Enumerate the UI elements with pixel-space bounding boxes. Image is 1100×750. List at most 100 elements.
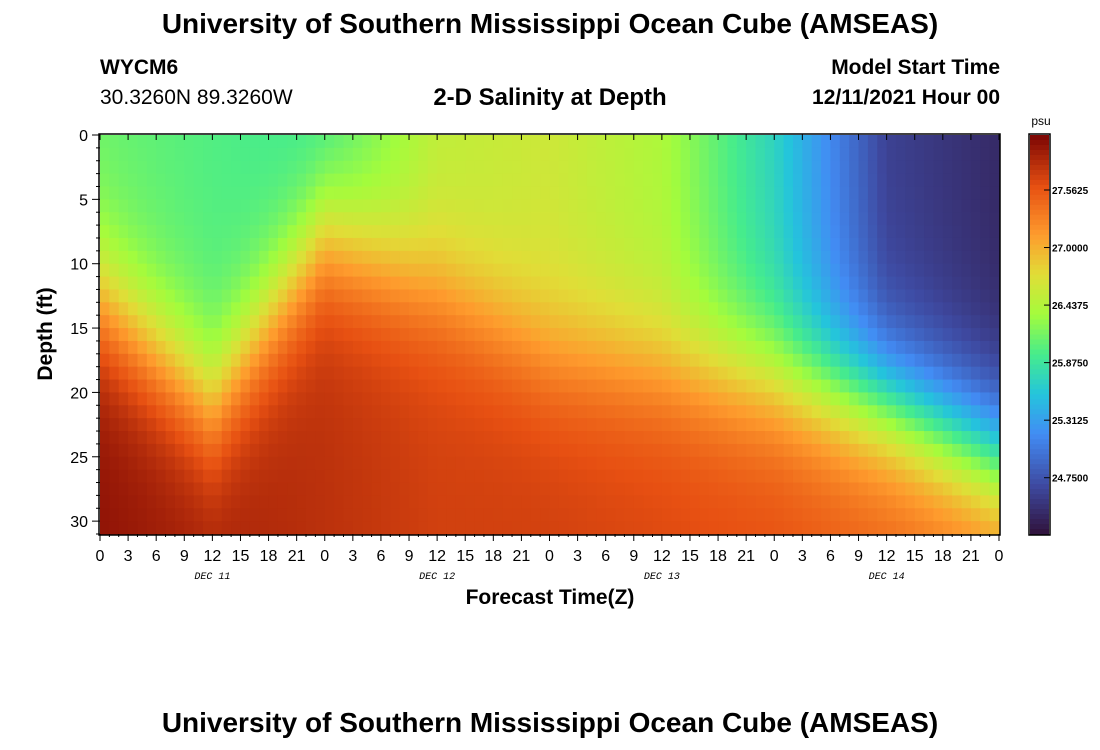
heatmap-cell	[633, 328, 644, 342]
heatmap-cell	[652, 443, 663, 458]
heatmap-cell	[427, 315, 438, 329]
heatmap-cell	[512, 405, 522, 419]
heatmap-cell	[746, 147, 757, 162]
heatmap-cell	[755, 147, 766, 162]
heatmap-cell	[268, 521, 279, 535]
heatmap-cell	[849, 237, 860, 252]
heatmap-cell	[427, 302, 438, 316]
heatmap-cell	[877, 147, 888, 162]
heatmap-cell	[867, 328, 878, 342]
heatmap-cell	[231, 212, 242, 226]
heatmap-cell	[287, 418, 298, 432]
heatmap-cell	[774, 250, 785, 265]
heatmap-cell	[128, 508, 139, 522]
heatmap-cell	[315, 328, 326, 342]
heatmap-cell	[811, 353, 822, 368]
heatmap-cell	[193, 443, 204, 458]
heatmap-cell	[596, 315, 607, 329]
colorbar-segment	[1030, 409, 1049, 415]
heatmap-cell	[174, 508, 185, 522]
heatmap-cell	[652, 250, 663, 265]
heatmap-cell	[708, 160, 719, 175]
heatmap-cell	[558, 418, 569, 432]
heatmap-cell	[680, 160, 691, 175]
heatmap-cell	[296, 443, 307, 458]
heatmap-cell	[980, 353, 991, 368]
colorbar-segment	[1030, 139, 1049, 146]
heatmap-cell	[839, 212, 850, 226]
heatmap-cell	[100, 328, 110, 342]
heatmap-cell	[287, 379, 298, 394]
heatmap-cell	[961, 302, 972, 316]
heatmap-cell	[296, 482, 307, 496]
heatmap-cell	[886, 443, 897, 458]
heatmap-cell	[165, 212, 176, 226]
heatmap-cell	[914, 186, 925, 200]
heatmap-cell	[268, 199, 279, 213]
heatmap-cell	[512, 212, 522, 226]
heatmap-cell	[802, 431, 813, 445]
heatmap-cell	[324, 263, 335, 278]
heatmap-cell	[699, 508, 710, 522]
heatmap-cell	[886, 276, 897, 291]
heatmap-cell	[455, 225, 466, 239]
heatmap-cell	[877, 431, 888, 445]
heatmap-cell	[989, 379, 1000, 394]
heatmap-cell	[577, 237, 588, 252]
heatmap-cell	[540, 186, 551, 200]
heatmap-cell	[371, 328, 382, 342]
x-tick-label: 21	[737, 548, 755, 565]
heatmap-cell	[952, 328, 963, 342]
heatmap-cell	[352, 315, 363, 329]
heatmap-cell	[952, 173, 963, 188]
heatmap-cell	[924, 495, 935, 509]
heatmap-cell	[446, 328, 457, 342]
heatmap-cell	[390, 328, 401, 342]
heatmap-cell	[371, 199, 382, 213]
heatmap-cell	[549, 237, 560, 252]
heatmap-cell	[371, 495, 382, 509]
heatmap-cell	[221, 315, 232, 329]
heatmap-cell	[399, 418, 410, 432]
colorbar-segment	[1030, 224, 1049, 231]
heatmap-cell	[624, 250, 635, 265]
heatmap-cell	[277, 160, 288, 175]
heatmap-cell	[343, 186, 354, 200]
heatmap-cell	[483, 135, 494, 149]
heatmap-cell	[924, 199, 935, 213]
heatmap-cell	[605, 495, 616, 509]
heatmap-cell	[418, 405, 429, 419]
heatmap-cell	[652, 328, 663, 342]
x-tick-label: 0	[545, 548, 554, 565]
heatmap-cell	[867, 431, 878, 445]
heatmap-cell	[306, 276, 316, 291]
heatmap-cell	[334, 495, 345, 509]
heatmap-cell	[727, 199, 738, 213]
heatmap-cell	[315, 418, 326, 432]
heatmap-cell	[334, 147, 345, 162]
heatmap-cell	[877, 456, 888, 471]
colorbar-segment	[1030, 159, 1049, 166]
heatmap-cell	[334, 225, 345, 239]
heatmap-cell	[212, 405, 223, 419]
heatmap-cell	[512, 173, 522, 188]
heatmap-cell	[605, 135, 616, 149]
heatmap-cell	[137, 237, 148, 252]
heatmap-cell	[774, 237, 785, 252]
heatmap-cell	[399, 302, 410, 316]
heatmap-cell	[858, 340, 869, 355]
heatmap-cell	[315, 199, 326, 213]
heatmap-cell	[755, 302, 766, 316]
heatmap-cell	[277, 495, 288, 509]
heatmap-cell	[774, 443, 785, 458]
heatmap-cell	[867, 186, 878, 200]
heatmap-cell	[924, 392, 935, 406]
heatmap-cell	[324, 160, 335, 175]
colorbar-segment	[1030, 414, 1049, 420]
heatmap-cell	[371, 469, 382, 484]
heatmap-cell	[118, 135, 129, 149]
heatmap-cell	[483, 212, 494, 226]
heatmap-cell	[549, 482, 560, 496]
heatmap-cell	[296, 418, 307, 432]
heatmap-cell	[989, 405, 1000, 419]
